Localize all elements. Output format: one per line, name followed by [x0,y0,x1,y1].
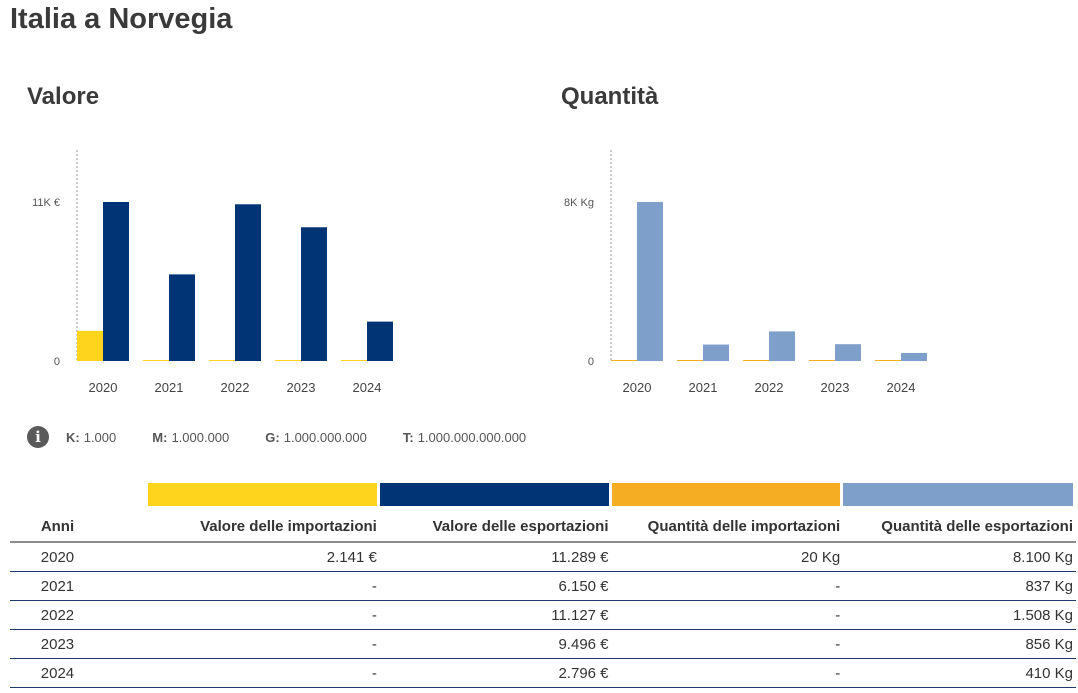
y-tick-label: 11K € [32,197,60,209]
x-tick-label: 2024 [887,380,916,395]
bar-export-2023[interactable] [301,227,327,361]
table-row: 2022 - 11.127 € - 1.508 Kg [10,600,1076,630]
x-tick-label: 2022 [221,380,250,395]
cell-export-quantity: 856 Kg [843,629,1076,659]
x-tick-label: 2020 [623,380,652,395]
cell-import-value: - [148,629,380,659]
cell-export-quantity: 1.508 Kg [843,600,1076,630]
x-tick-label: 2021 [689,380,718,395]
quantity-chart-title: Quantità [561,83,659,110]
header-years[interactable]: Anni [10,511,149,543]
cell-import-quantity: - [611,600,844,630]
cell-year: 2021 [10,571,149,601]
cell-year: 2020 [10,542,149,572]
export-value-swatch[interactable] [379,483,609,506]
y-tick-label: 8K Kg [564,197,594,209]
bar-import-2024[interactable] [875,360,901,361]
table-row: 2021 - 6.150 € - 837 Kg [10,571,1076,601]
cell-export-quantity: 410 Kg [843,658,1076,688]
table-row: 2023 - 9.496 € - 856 Kg [10,629,1076,659]
bar-export-2024[interactable] [367,321,393,361]
bar-import-2023[interactable] [275,360,301,361]
table-row: 2020 2.141 € 11.289 € 20 Kg 8.100 Kg [10,542,1076,572]
cell-export-quantity: 837 Kg [843,571,1076,601]
value-chart-title: Valore [27,83,100,110]
bar-export-2021[interactable] [169,274,195,361]
cell-export-value: 6.150 € [379,571,612,601]
x-tick-label: 2023 [287,380,316,395]
unit-legend: i K: 1.000 M: 1.000.000 G: 1.000.000.000 T:… [27,425,562,449]
bar-import-2022[interactable] [209,360,235,361]
cell-year: 2023 [10,629,149,659]
x-tick-label: 2022 [755,380,784,395]
bar-import-2022[interactable] [743,360,769,361]
page-title: Italia a Norvegia [10,3,233,35]
y-tick-label: 0 [54,356,60,368]
bar-export-2022[interactable] [769,331,795,361]
cell-year: 2022 [10,600,149,630]
bar-import-2021[interactable] [143,360,169,361]
import-value-swatch[interactable] [148,483,377,506]
bar-export-2023[interactable] [835,344,861,361]
quantity-chart: 0 8K Kg 2020 2021 2022 2023 2024 [564,150,927,395]
x-tick-label: 2023 [821,380,850,395]
import-quantity-swatch[interactable] [611,483,841,506]
info-icon[interactable]: i [27,426,49,448]
x-tick-label: 2020 [89,380,118,395]
bar-export-2020[interactable] [637,202,663,361]
bar-export-2020[interactable] [103,202,129,361]
y-tick-label: 0 [588,356,594,368]
table-row: 2024 - 2.796 € - 410 Kg [10,658,1076,688]
export-quantity-swatch[interactable] [843,483,1073,506]
legend-item-k: K: 1.000 [66,429,117,445]
cell-year: 2024 [10,658,149,688]
cell-import-value: - [148,571,380,601]
cell-export-value: 9.496 € [379,629,612,659]
cell-export-value: 2.796 € [379,658,612,688]
bar-import-2021[interactable] [677,360,703,361]
header-import-quantity[interactable]: Quantità delle importazioni [611,511,844,543]
bar-import-2024[interactable] [341,360,367,361]
table-header: Anni Valore delle importazioni Valore de… [10,511,1076,543]
bar-import-2023[interactable] [809,360,835,361]
cell-import-quantity: - [611,571,844,601]
cell-import-quantity: - [611,629,844,659]
header-import-value[interactable]: Valore delle importazioni [148,511,380,543]
bar-export-2022[interactable] [235,204,261,361]
bar-import-2020[interactable] [611,360,637,361]
cell-export-value: 11.289 € [379,542,612,572]
bar-export-2021[interactable] [703,344,729,361]
value-chart: 0 11K € 2020 2021 2022 2023 2024 [32,150,393,395]
cell-import-quantity: 20 Kg [611,542,844,572]
cell-import-value: - [148,658,380,688]
legend-item-m: M: 1.000.000 [152,429,230,445]
cell-export-value: 11.127 € [379,600,612,630]
cell-export-quantity: 8.100 Kg [843,542,1076,572]
cell-import-value: - [148,600,380,630]
bar-import-2020[interactable] [77,330,103,361]
x-tick-label: 2021 [155,380,184,395]
cell-import-quantity: - [611,658,844,688]
bar-export-2024[interactable] [901,352,927,361]
legend-item-t: T: 1.000.000.000.000 [402,429,527,445]
cell-import-value: 2.141 € [148,542,380,572]
series-swatch-row [10,478,1076,511]
x-tick-label: 2024 [353,380,382,395]
legend-item-g: G: 1.000.000.000 [265,429,367,445]
data-table: Anni Valore delle importazioni Valore de… [10,478,1076,688]
header-export-quantity[interactable]: Quantità delle esportazioni [843,511,1076,543]
header-export-value[interactable]: Valore delle esportazioni [379,511,612,543]
